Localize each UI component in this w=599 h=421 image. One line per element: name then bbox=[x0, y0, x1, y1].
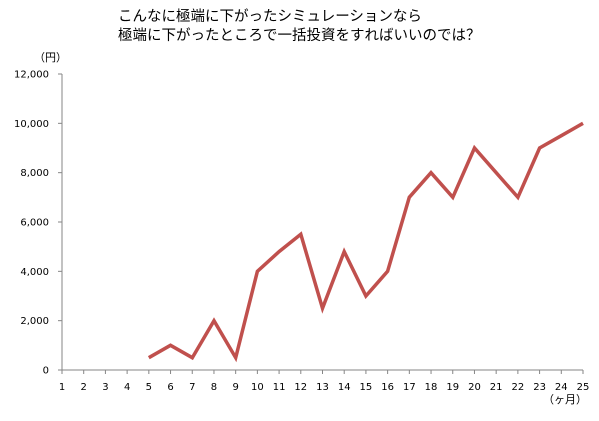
x-tick-label: 23 bbox=[533, 382, 546, 393]
x-tick-label: 14 bbox=[338, 382, 351, 393]
x-tick-label: 9 bbox=[232, 382, 238, 393]
y-tick-label: 4,000 bbox=[20, 267, 49, 278]
x-tick-label: 19 bbox=[446, 382, 459, 393]
x-tick-label: 25 bbox=[577, 382, 590, 393]
x-tick-label: 18 bbox=[425, 382, 438, 393]
x-tick-label: 15 bbox=[360, 382, 373, 393]
chart-series bbox=[147, 121, 584, 363]
x-tick-label: 5 bbox=[146, 382, 152, 393]
y-tick-label: 8,000 bbox=[20, 168, 49, 179]
x-tick-label: 16 bbox=[381, 382, 394, 393]
x-tick-labels: 1 2 3 4 5 6 7 8 9 10 11 12 13 14 15 16 17 18 19 20 21 22 23 24 2… bbox=[59, 382, 590, 393]
y-axis-unit-label: （円） bbox=[34, 51, 67, 64]
y-tick-label: 12,000 bbox=[14, 70, 49, 81]
x-tick-label: 4 bbox=[124, 382, 130, 393]
x-tick-label: 22 bbox=[512, 382, 525, 393]
series-line bbox=[147, 121, 584, 363]
y-tick-label: 0 bbox=[43, 366, 49, 377]
chart-title-line-1: こんなに極端に下がったシミュレーションなら bbox=[118, 9, 422, 25]
chart-title-line-2: 極端に下がったところで一括投資をすればいいのでは？ bbox=[118, 28, 481, 44]
x-tick-label: 1 bbox=[59, 382, 65, 393]
x-tick-label: 10 bbox=[251, 382, 264, 393]
x-tick-label: 11 bbox=[273, 382, 286, 393]
x-tick-label: 3 bbox=[102, 382, 108, 393]
chart-title: こんなに極端に下がったシミュレーションなら 極端に下がったところで一括投資をすれ… bbox=[118, 8, 558, 46]
x-tick-label: 7 bbox=[189, 382, 195, 393]
x-tick-label: 24 bbox=[555, 382, 568, 393]
x-axis-unit-label: （ヶ月） bbox=[543, 393, 587, 406]
y-tick-label: 10,000 bbox=[14, 119, 49, 130]
y-tick-label: 2,000 bbox=[20, 316, 49, 327]
x-tick-label: 20 bbox=[468, 382, 481, 393]
x-tick-label: 8 bbox=[211, 382, 217, 393]
x-tick-label: 12 bbox=[294, 382, 307, 393]
x-tick-label: 6 bbox=[167, 382, 173, 393]
x-tick-label: 17 bbox=[403, 382, 416, 393]
y-tick-labels: 0 2,000 4,000 6,000 8,000 10,000 12,000 bbox=[14, 70, 49, 377]
x-tick-label: 2 bbox=[81, 382, 87, 393]
y-tick-label: 6,000 bbox=[20, 218, 49, 229]
x-tick-label: 13 bbox=[316, 382, 329, 393]
x-tick-label: 21 bbox=[490, 382, 503, 393]
chart-axes bbox=[58, 73, 584, 374]
